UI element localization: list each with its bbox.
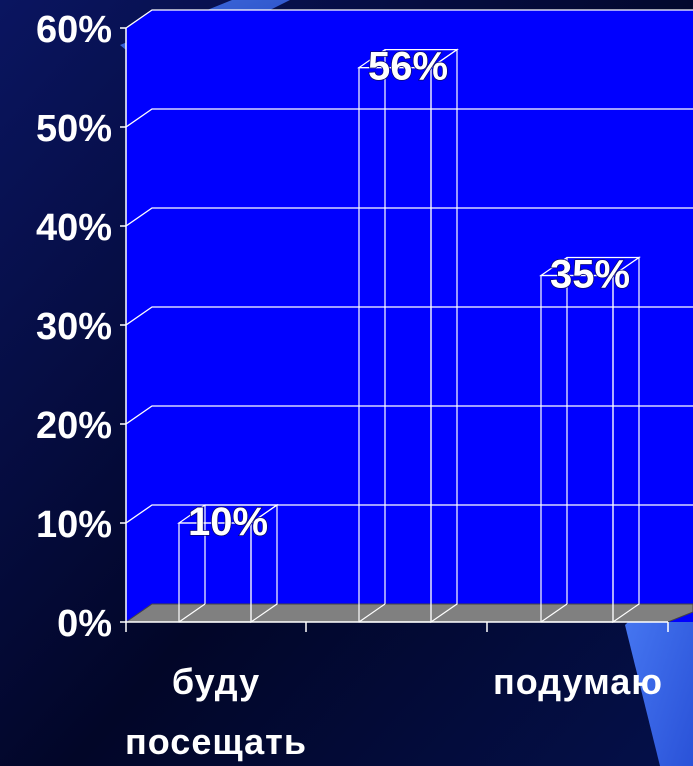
data-labels: 10% 56% 35% (187, 44, 631, 545)
bar-floor-edge (178, 603, 206, 623)
data-label: 56% (368, 45, 448, 89)
y-tick-label: 40% (36, 207, 112, 249)
category-label: подумаю (493, 661, 663, 702)
y-tick-label: 50% (36, 108, 112, 150)
category-label-line: посещать (125, 721, 307, 762)
bar-side-face (250, 503, 278, 624)
data-label: 10% (188, 500, 268, 544)
bar-side-face (430, 48, 458, 624)
bar (539, 256, 641, 624)
bar-floor-edge (358, 603, 386, 623)
gridline (125, 306, 693, 326)
bar (177, 503, 279, 624)
y-tick-label: 30% (36, 306, 112, 348)
gridline (125, 9, 693, 29)
category-labels: буду посещать подумаю (125, 661, 663, 762)
plot-floor (124, 603, 693, 623)
y-tick-label: 10% (36, 504, 112, 546)
gridline (125, 207, 693, 227)
y-tick-label: 60% (36, 9, 112, 51)
bars (177, 48, 641, 624)
gridline (125, 504, 693, 524)
bar-side-face (612, 256, 640, 624)
gridline (125, 108, 693, 128)
floor-panel (124, 603, 693, 623)
y-tick-label: 0% (57, 603, 112, 645)
data-label: 35% (550, 253, 630, 297)
bar-floor-edge (540, 603, 568, 623)
category-label-line: подумаю (493, 661, 663, 702)
gridline (125, 405, 693, 425)
y-tick-labels: 0% 10% 20% 30% 40% 50% 60% (36, 9, 112, 645)
category-label: буду посещать (125, 661, 307, 762)
plot-wall (126, 10, 693, 622)
category-label-line: буду (172, 661, 260, 702)
plot-wall-fill (126, 10, 693, 622)
y-tick-label: 20% (36, 405, 112, 447)
bar (357, 48, 459, 624)
gridlines (125, 9, 693, 524)
